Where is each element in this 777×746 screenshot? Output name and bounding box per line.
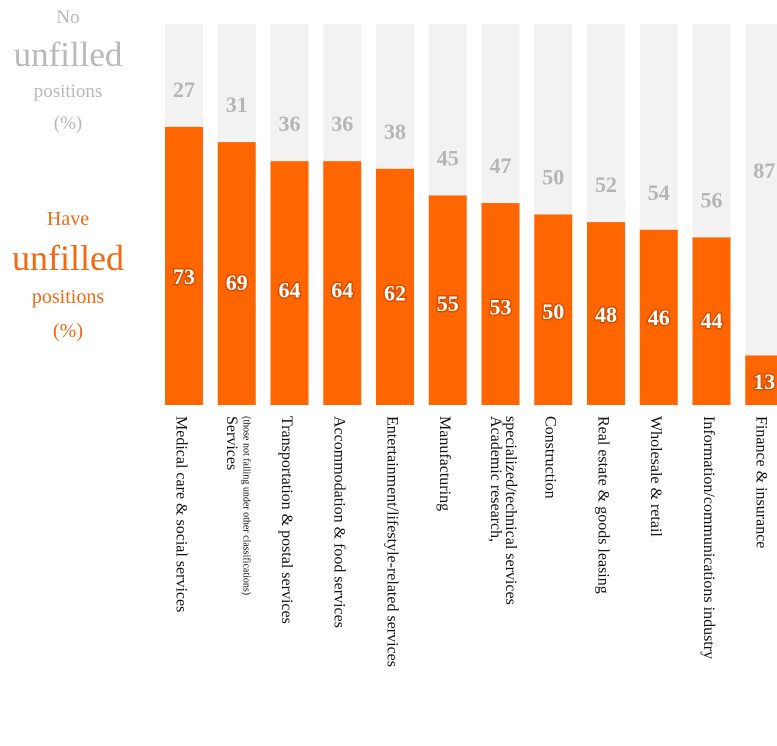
bar-no-unfilled xyxy=(692,24,731,238)
bar-have-unfilled xyxy=(323,161,362,405)
legend-no-unfilled: No unfilled positions (%) xyxy=(0,2,136,140)
value-label-have-unfilled: 73 xyxy=(173,264,195,289)
category-label: Information/communications industry xyxy=(700,416,717,659)
category-label: Accommodation & food services xyxy=(331,416,348,628)
bar-no-unfilled xyxy=(217,24,256,143)
value-label-have-unfilled: 69 xyxy=(226,270,248,295)
value-label-no-unfilled: 56 xyxy=(701,187,723,212)
value-label-no-unfilled: 38 xyxy=(384,119,406,144)
category-label: Transportation & postal services xyxy=(278,416,295,624)
value-label-no-unfilled: 31 xyxy=(226,92,248,117)
legend-no-line3: positions xyxy=(33,81,103,102)
category-label: Wholesale & retail xyxy=(647,416,664,537)
legend-have-line4: (%) xyxy=(53,320,83,342)
legend-no-line4: (%) xyxy=(53,113,83,134)
bar-no-unfilled xyxy=(270,24,309,162)
bar-have-unfilled xyxy=(745,355,777,405)
legend-have-unfilled: Have unfilled positions (%) xyxy=(0,202,136,348)
category-label: Finance & insurance xyxy=(753,416,770,548)
value-label-have-unfilled: 64 xyxy=(331,278,353,303)
value-label-no-unfilled: 45 xyxy=(437,145,459,170)
bar-no-unfilled xyxy=(639,24,678,230)
value-label-no-unfilled: 54 xyxy=(648,180,670,205)
bar-no-unfilled xyxy=(481,24,520,204)
legend-have-line1: Have xyxy=(46,208,90,230)
value-label-no-unfilled: 27 xyxy=(173,77,195,102)
category-label: Academic research, xyxy=(487,416,504,542)
value-label-no-unfilled: 36 xyxy=(331,111,353,136)
bar-have-unfilled xyxy=(376,168,414,405)
category-label: Real estate & goods leasing xyxy=(594,416,611,594)
bar-no-unfilled xyxy=(534,24,573,215)
bar-have-unfilled xyxy=(428,195,467,405)
legend-no-line1: No xyxy=(56,7,80,28)
bar-no-unfilled xyxy=(323,24,362,162)
category-label: Construction xyxy=(542,416,559,499)
value-label-no-unfilled: 47 xyxy=(490,153,512,178)
bar-no-unfilled xyxy=(376,24,414,169)
legend-have-line3: positions xyxy=(31,286,105,308)
value-label-no-unfilled: 52 xyxy=(595,172,617,197)
value-label-have-unfilled: 53 xyxy=(490,294,512,319)
value-label-have-unfilled: 46 xyxy=(648,305,670,330)
category-label: Medical care & social services xyxy=(172,416,189,612)
legend-no-line2: unfilled xyxy=(13,35,123,74)
legend-have-line2: unfilled xyxy=(12,238,124,278)
bar-have-unfilled xyxy=(481,203,520,405)
value-label-no-unfilled: 87 xyxy=(753,158,775,183)
value-label-have-unfilled: 44 xyxy=(701,308,723,333)
value-label-no-unfilled: 50 xyxy=(542,165,564,190)
value-label-have-unfilled: 55 xyxy=(437,291,459,316)
category-sublabel: (those not falling under other classific… xyxy=(240,416,251,595)
value-label-no-unfilled: 36 xyxy=(279,111,301,136)
category-label: Services xyxy=(223,416,240,470)
bar-no-unfilled xyxy=(165,24,203,127)
value-label-have-unfilled: 62 xyxy=(384,281,406,306)
bar-have-unfilled xyxy=(270,161,309,405)
category-sublabel: specialized/technical services xyxy=(502,416,519,605)
value-label-have-unfilled: 64 xyxy=(279,278,301,303)
bar-no-unfilled xyxy=(745,24,777,356)
value-label-have-unfilled: 48 xyxy=(595,302,617,327)
bar-no-unfilled xyxy=(587,24,625,223)
value-label-have-unfilled: 50 xyxy=(542,299,564,324)
bar-no-unfilled xyxy=(428,24,467,196)
bar-have-unfilled xyxy=(692,237,731,405)
bar-have-unfilled xyxy=(534,214,573,405)
value-label-have-unfilled: 13 xyxy=(753,369,775,394)
category-label: Entertainment/lifestyle-related services xyxy=(383,416,400,667)
bar-have-unfilled xyxy=(639,229,678,405)
bar-have-unfilled xyxy=(587,222,625,405)
category-label: Manufacturing xyxy=(436,416,453,511)
bar-have-unfilled xyxy=(217,142,256,406)
bar-have-unfilled xyxy=(165,126,203,406)
